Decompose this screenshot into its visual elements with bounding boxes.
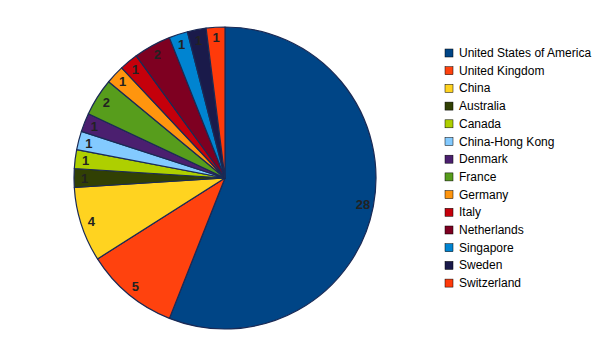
legend-swatch [445,244,453,252]
legend-swatch [445,226,453,234]
chart-container: 285411112112111United States of AmericaU… [0,0,605,340]
data-labels: 285411112112111 [81,30,370,293]
legend-label: Netherlands [459,223,524,237]
pie-slice [74,178,225,259]
legend-swatch [445,49,453,57]
data-label: 1 [195,33,202,48]
data-label: 28 [356,197,370,212]
data-label: 1 [132,62,139,77]
data-label: 1 [91,119,98,134]
legend-label: United States of America [459,46,591,60]
slices [74,27,376,329]
legend-label: France [459,170,497,184]
legend-label: United Kingdom [459,64,544,78]
legend-swatch [445,102,453,110]
legend-label: Germany [459,188,508,202]
legend-swatch [445,279,453,287]
data-label: 1 [81,171,88,186]
legend-label: Canada [459,117,501,131]
legend: United States of America United Kingdom Ch… [445,46,591,290]
legend-swatch [445,173,453,181]
pie-slice [206,27,225,178]
legend-swatch [445,84,453,92]
data-label: 1 [213,30,220,45]
data-label: 2 [103,95,110,110]
chart-svg: 285411112112111United States of AmericaU… [0,0,605,340]
legend-label: Australia [459,99,506,113]
legend-label: China [459,81,491,95]
legend-label: Italy [459,205,481,219]
legend-label: Singapore [459,241,514,255]
legend-label: Switzerland [459,276,521,290]
data-label: 2 [154,47,161,62]
data-label: 1 [85,136,92,151]
legend-swatch [445,67,453,75]
data-label: 1 [82,153,89,168]
legend-label: Denmark [459,152,509,166]
legend-swatch [445,261,453,269]
data-label: 1 [178,37,185,52]
data-label: 1 [119,74,126,89]
legend-label: China-Hong Kong [459,135,554,149]
legend-label: Sweden [459,258,502,272]
data-label: 4 [88,214,96,229]
legend-swatch [445,120,453,128]
legend-swatch [445,191,453,199]
legend-swatch [445,155,453,163]
legend-swatch [445,208,453,216]
data-label: 5 [132,279,139,294]
legend-swatch [445,138,453,146]
